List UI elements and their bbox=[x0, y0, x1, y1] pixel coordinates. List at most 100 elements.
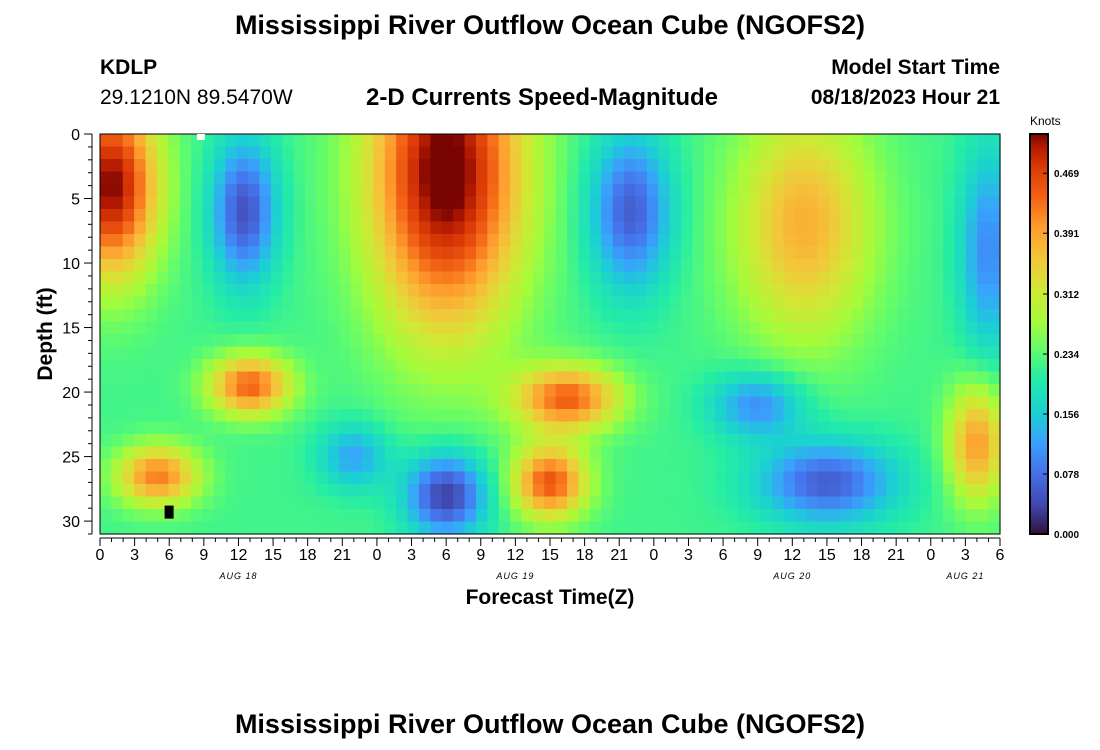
heatmap-cell bbox=[555, 384, 568, 398]
heatmap-cell bbox=[567, 321, 580, 335]
heatmap-cell bbox=[168, 271, 181, 285]
heatmap-cell bbox=[498, 396, 511, 410]
heatmap-cell bbox=[282, 284, 295, 298]
heatmap-cell bbox=[259, 221, 272, 235]
heatmap-cell bbox=[316, 134, 329, 148]
heatmap-cell bbox=[886, 184, 899, 198]
heatmap-cell bbox=[749, 496, 762, 510]
heatmap-cell bbox=[737, 384, 750, 398]
heatmap-cell bbox=[624, 346, 637, 360]
heatmap-cell bbox=[510, 484, 523, 498]
heatmap-cell bbox=[521, 409, 534, 423]
heatmap-cell bbox=[464, 284, 477, 298]
heatmap-cell bbox=[715, 446, 728, 460]
heatmap-cell bbox=[897, 484, 910, 498]
heatmap-cell bbox=[669, 371, 682, 385]
heatmap-cell bbox=[760, 309, 773, 323]
heatmap-cell bbox=[350, 221, 363, 235]
heatmap-cell bbox=[498, 434, 511, 448]
heatmap-cell bbox=[236, 484, 249, 498]
heatmap-cell bbox=[954, 159, 967, 173]
heatmap-cell bbox=[179, 434, 192, 448]
heatmap-cell bbox=[327, 484, 340, 498]
heatmap-cell bbox=[487, 296, 500, 310]
heatmap-cell bbox=[418, 184, 431, 198]
heatmap-cell bbox=[475, 496, 488, 510]
heatmap-cell bbox=[874, 334, 887, 348]
heatmap-cell bbox=[840, 296, 853, 310]
heatmap-cell bbox=[954, 259, 967, 273]
heatmap-cell bbox=[931, 521, 944, 535]
heatmap-cell bbox=[407, 521, 420, 535]
heatmap-cell bbox=[806, 146, 819, 160]
heatmap-cell bbox=[248, 396, 261, 410]
colorbar-tick-label: 0.312 bbox=[1054, 290, 1079, 301]
heatmap-cell bbox=[681, 371, 693, 385]
heatmap-cell bbox=[658, 371, 671, 385]
heatmap-cell bbox=[635, 409, 648, 423]
station-id: KDLP bbox=[100, 56, 158, 79]
heatmap-cell bbox=[475, 484, 488, 498]
heatmap-cell bbox=[293, 521, 306, 535]
heatmap-cell bbox=[578, 184, 591, 198]
heatmap-cell bbox=[829, 359, 842, 373]
heatmap-cell bbox=[134, 434, 147, 448]
heatmap-cell bbox=[863, 259, 876, 273]
x-tick-label: 3 bbox=[130, 547, 139, 564]
heatmap-cell bbox=[225, 196, 238, 210]
heatmap-cell bbox=[305, 246, 318, 260]
heatmap-cell bbox=[373, 434, 386, 448]
heatmap-cell bbox=[259, 259, 272, 273]
heatmap-cell bbox=[920, 484, 933, 498]
heatmap-cell bbox=[977, 434, 990, 448]
heatmap-cell bbox=[589, 371, 602, 385]
heatmap-cell bbox=[635, 296, 648, 310]
heatmap-cell bbox=[145, 509, 158, 523]
heatmap-cell bbox=[270, 509, 283, 523]
heatmap-cell bbox=[988, 521, 1001, 535]
heatmap-cell bbox=[248, 346, 261, 360]
heatmap-cell bbox=[806, 234, 819, 248]
heatmap-cell bbox=[464, 509, 477, 523]
heatmap-cell bbox=[783, 159, 796, 173]
heatmap-cell bbox=[498, 459, 511, 473]
heatmap-cell bbox=[134, 159, 147, 173]
heatmap-cell bbox=[282, 321, 295, 335]
heatmap-cell bbox=[954, 196, 967, 210]
heatmap-cell bbox=[977, 409, 990, 423]
heatmap-cell bbox=[475, 134, 488, 148]
heatmap-cell bbox=[954, 484, 967, 498]
heatmap-cell bbox=[635, 246, 648, 260]
heatmap-cell bbox=[601, 134, 614, 148]
heatmap-cell bbox=[646, 146, 659, 160]
heatmap-cell bbox=[555, 484, 568, 498]
heatmap-cell bbox=[715, 321, 728, 335]
heatmap-cell bbox=[589, 321, 602, 335]
heatmap-cell bbox=[305, 196, 318, 210]
heatmap-cell bbox=[111, 334, 124, 348]
heatmap-cell bbox=[886, 171, 899, 185]
heatmap-cell bbox=[464, 196, 477, 210]
heatmap-cell bbox=[874, 246, 887, 260]
heatmap-cell bbox=[248, 496, 261, 510]
heatmap-cell bbox=[339, 434, 352, 448]
heatmap-cell bbox=[954, 221, 967, 235]
heatmap-cell bbox=[532, 484, 545, 498]
heatmap-cell bbox=[100, 484, 112, 498]
heatmap-cell bbox=[669, 434, 682, 448]
heatmap-cell bbox=[521, 384, 534, 398]
heatmap-cell bbox=[817, 234, 830, 248]
heatmap-cell bbox=[179, 359, 192, 373]
heatmap-cell bbox=[863, 196, 876, 210]
heatmap-cell bbox=[669, 146, 682, 160]
heatmap-cell bbox=[521, 434, 534, 448]
heatmap-cell bbox=[270, 196, 283, 210]
heatmap-cell bbox=[772, 146, 785, 160]
heatmap-cell bbox=[681, 271, 693, 285]
heatmap-cell bbox=[589, 434, 602, 448]
heatmap-cell bbox=[829, 171, 842, 185]
heatmap-cell bbox=[692, 509, 705, 523]
heatmap-cell bbox=[373, 384, 386, 398]
heatmap-cell bbox=[498, 509, 511, 523]
heatmap-cell bbox=[840, 159, 853, 173]
